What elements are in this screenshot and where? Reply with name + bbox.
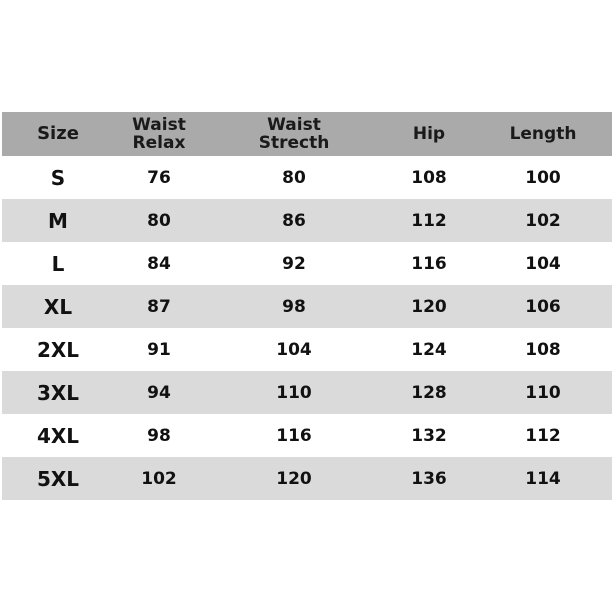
size-label: M: [48, 208, 68, 233]
column-header-line: Waist: [132, 115, 186, 135]
measurement-cell: 100: [525, 167, 561, 188]
measurement-cell: 114: [525, 468, 561, 489]
column-header: Hip: [384, 125, 474, 143]
measurement-cell: 87: [147, 296, 171, 317]
measurement-cell: 128: [411, 382, 447, 403]
table-header-row: Size Waist Relax Waist Strecth Hip Length: [2, 112, 612, 156]
size-label: 3XL: [36, 380, 80, 405]
measurement-cell: 104: [525, 253, 561, 274]
size-label: XL: [43, 294, 73, 319]
column-header: Size: [2, 125, 114, 143]
column-header: Waist Relax: [114, 116, 204, 152]
measurement-cell: 102: [525, 210, 561, 231]
measurement-cell: 104: [276, 339, 312, 360]
column-header: Waist Strecth: [204, 116, 384, 152]
measurement-cell: 91: [147, 339, 171, 360]
table-row: 2XL 91 104 124 108: [2, 328, 612, 371]
table-row: L 84 92 116 104: [2, 242, 612, 285]
column-header: Length: [474, 125, 612, 143]
table-row: 4XL 98 116 132 112: [2, 414, 612, 457]
measurement-cell: 80: [282, 167, 306, 188]
table-row: M 80 86 112 102: [2, 199, 612, 242]
column-header-line: Length: [509, 124, 577, 144]
size-label: 4XL: [36, 423, 80, 448]
size-label: L: [51, 251, 65, 276]
measurement-cell: 124: [411, 339, 447, 360]
measurement-cell: 132: [411, 425, 447, 446]
measurement-cell: 120: [411, 296, 447, 317]
size-chart-table: Size Waist Relax Waist Strecth Hip Length S 76 80…: [2, 112, 612, 500]
measurement-cell: 110: [525, 382, 561, 403]
measurement-cell: 136: [411, 468, 447, 489]
column-header-line: Size: [37, 123, 79, 144]
column-header-line: Hip: [412, 124, 446, 144]
table-row: 3XL 94 110 128 110: [2, 371, 612, 414]
column-header-line: Waist: [267, 115, 321, 135]
measurement-cell: 112: [411, 210, 447, 231]
measurement-cell: 110: [276, 382, 312, 403]
measurement-cell: 84: [147, 253, 171, 274]
measurement-cell: 116: [411, 253, 447, 274]
measurement-cell: 92: [282, 253, 306, 274]
size-label: 2XL: [36, 337, 80, 362]
measurement-cell: 106: [525, 296, 561, 317]
measurement-cell: 108: [525, 339, 561, 360]
measurement-cell: 120: [276, 468, 312, 489]
column-header-line: Relax: [132, 133, 186, 153]
measurement-cell: 108: [411, 167, 447, 188]
column-header-line: Strecth: [258, 133, 330, 153]
table-row: S 76 80 108 100: [2, 156, 612, 199]
measurement-cell: 112: [525, 425, 561, 446]
measurement-cell: 76: [147, 167, 171, 188]
table-row: 5XL 102 120 136 114: [2, 457, 612, 500]
measurement-cell: 116: [276, 425, 312, 446]
size-label: S: [50, 165, 66, 190]
measurement-cell: 80: [147, 210, 171, 231]
measurement-cell: 102: [141, 468, 177, 489]
table-row: XL 87 98 120 106: [2, 285, 612, 328]
measurement-cell: 98: [282, 296, 306, 317]
size-label: 5XL: [36, 466, 80, 491]
measurement-cell: 98: [147, 425, 171, 446]
measurement-cell: 94: [147, 382, 171, 403]
measurement-cell: 86: [282, 210, 306, 231]
